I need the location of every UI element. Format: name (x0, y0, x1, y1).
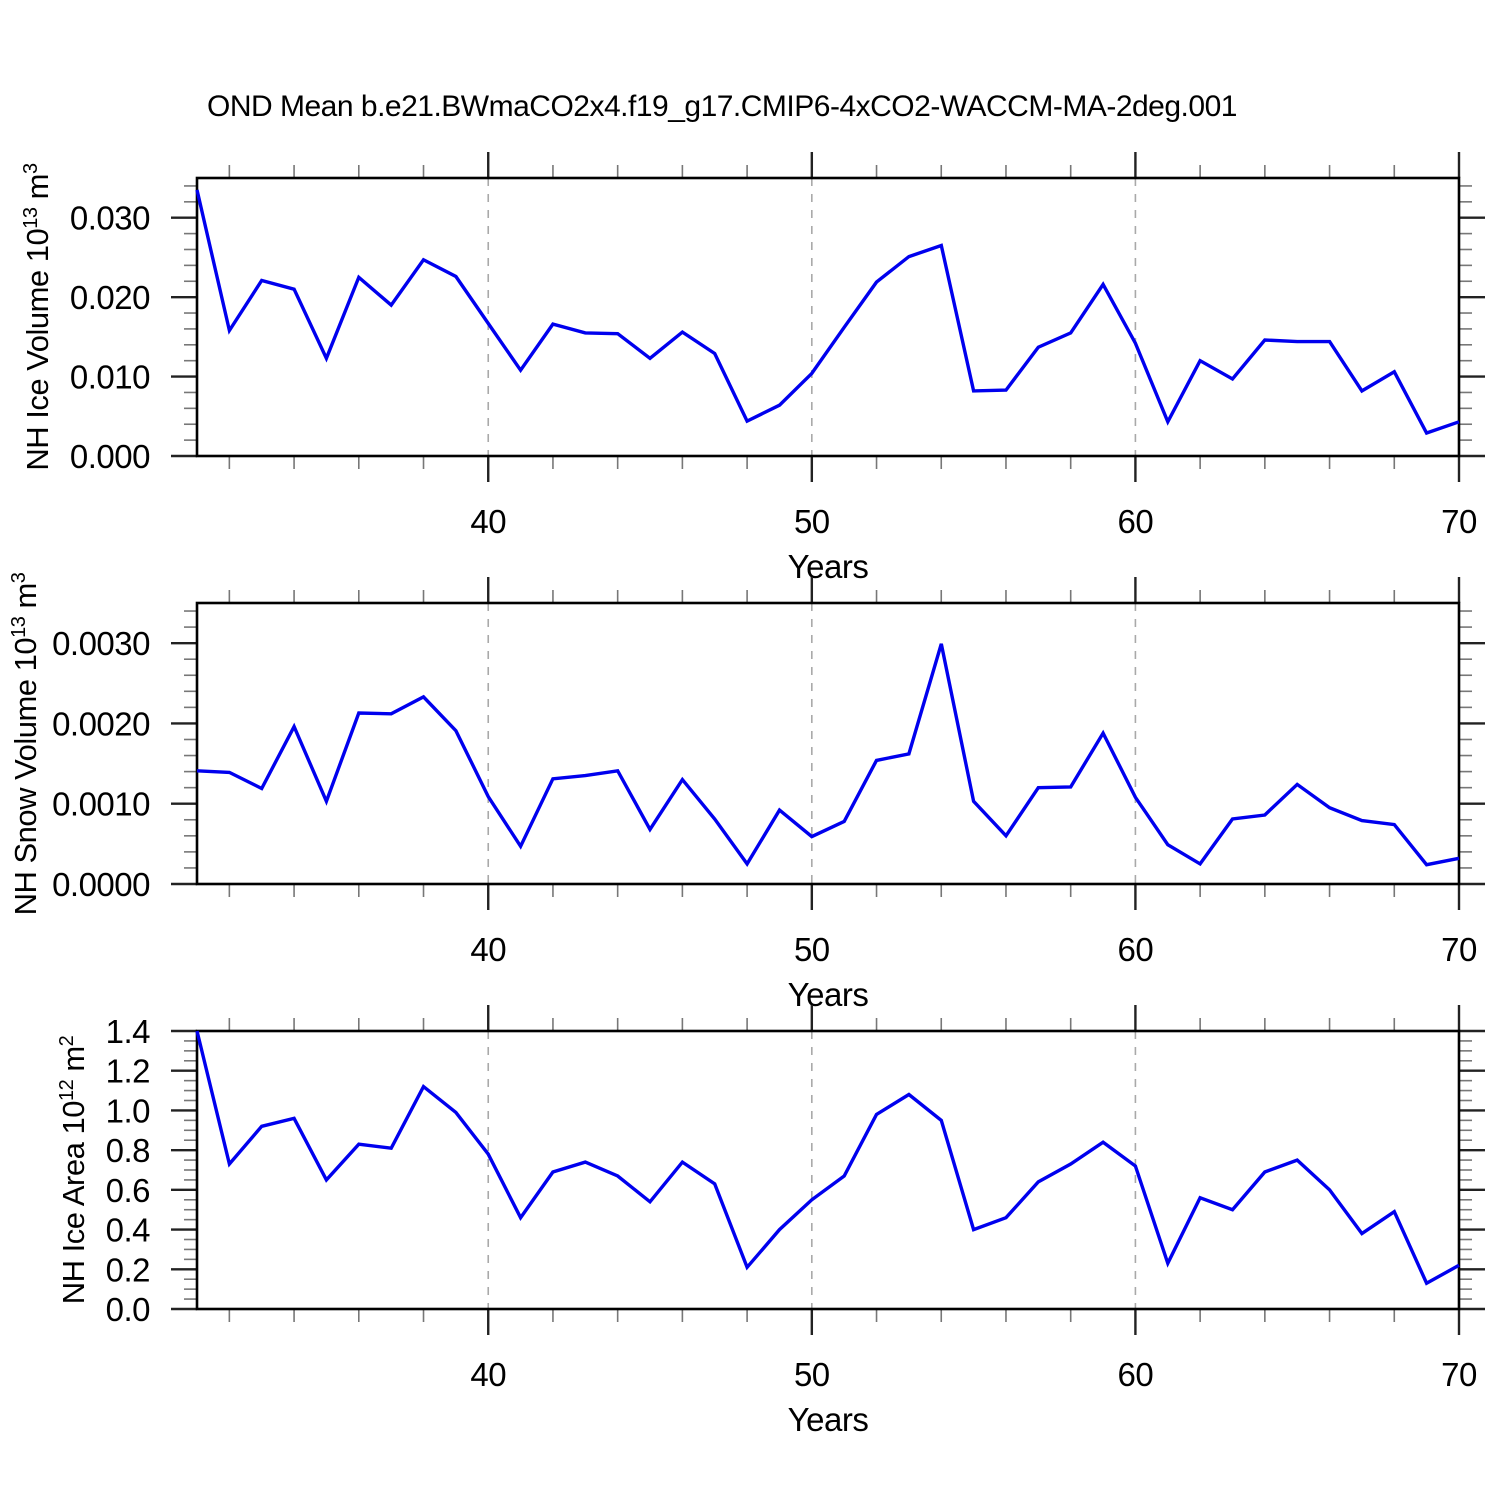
y-tick-label: 0.0020 (52, 705, 150, 742)
y-tick-label: 1.4 (106, 1013, 151, 1050)
figure-title: OND Mean b.e21.BWmaCO2x4.f19_g17.CMIP6-4… (207, 90, 1237, 123)
nh-ice-area-panel: 0.00.20.40.60.81.01.21.4 40 50 60 70 Years (106, 1005, 1485, 1438)
y-tick-label: 0.2 (106, 1251, 150, 1288)
y-tick-label: 0.6 (106, 1172, 150, 1209)
y-tick-label: 1.0 (106, 1092, 151, 1129)
y-tick-label: 0.0010 (52, 786, 150, 823)
nh-ice-area-line (195, 1030, 1460, 1286)
nh-snow-volume-panel: 0.0000 0.0010 0.0020 0.0030 40 50 60 70 Years (52, 577, 1485, 1013)
y-tick-label: 0.000 (70, 438, 150, 475)
y-tick-label: 0.0000 (52, 866, 150, 903)
x-axis-title: Years (788, 1401, 869, 1438)
x-tick-label: 40 (470, 503, 506, 540)
x-tick-label: 60 (1118, 931, 1154, 968)
x-tick-label: 70 (1441, 931, 1477, 968)
x-tick-label: 70 (1441, 1356, 1477, 1393)
x-tick-label: 50 (794, 503, 830, 540)
y-tick-label: 0.0 (106, 1291, 151, 1328)
plot-frame (195, 176, 1461, 458)
x-axis-title: Years (788, 976, 869, 1013)
nh-snow-volume-line (196, 643, 1460, 867)
x-tick-label: 40 (470, 931, 506, 968)
y-tick-label: 0.8 (106, 1132, 150, 1169)
x-tick-label: 60 (1118, 503, 1154, 540)
y-tick-label: 0.030 (70, 200, 150, 237)
nh-ice-volume-line (195, 189, 1460, 436)
plot-frame (195, 1029, 1461, 1311)
x-tick-label: 60 (1118, 1356, 1154, 1393)
y-tick-label: 1.2 (106, 1053, 150, 1090)
x-tick-label: 50 (794, 1356, 830, 1393)
x-tick-label: 50 (794, 931, 830, 968)
x-tick-label: 40 (470, 1356, 506, 1393)
nh-ice-volume-panel: 0.000 0.010 0.020 0.030 40 50 60 70 Years (70, 152, 1485, 585)
y-tick-label: 0.010 (70, 359, 150, 396)
x-axis-title: Years (788, 548, 869, 585)
y-tick-label: 0.020 (70, 279, 150, 316)
y-tick-label: 0.0030 (52, 625, 150, 662)
y-tick-label: 0.4 (106, 1212, 151, 1249)
x-tick-label: 70 (1441, 503, 1477, 540)
plot-frame (195, 601, 1461, 886)
